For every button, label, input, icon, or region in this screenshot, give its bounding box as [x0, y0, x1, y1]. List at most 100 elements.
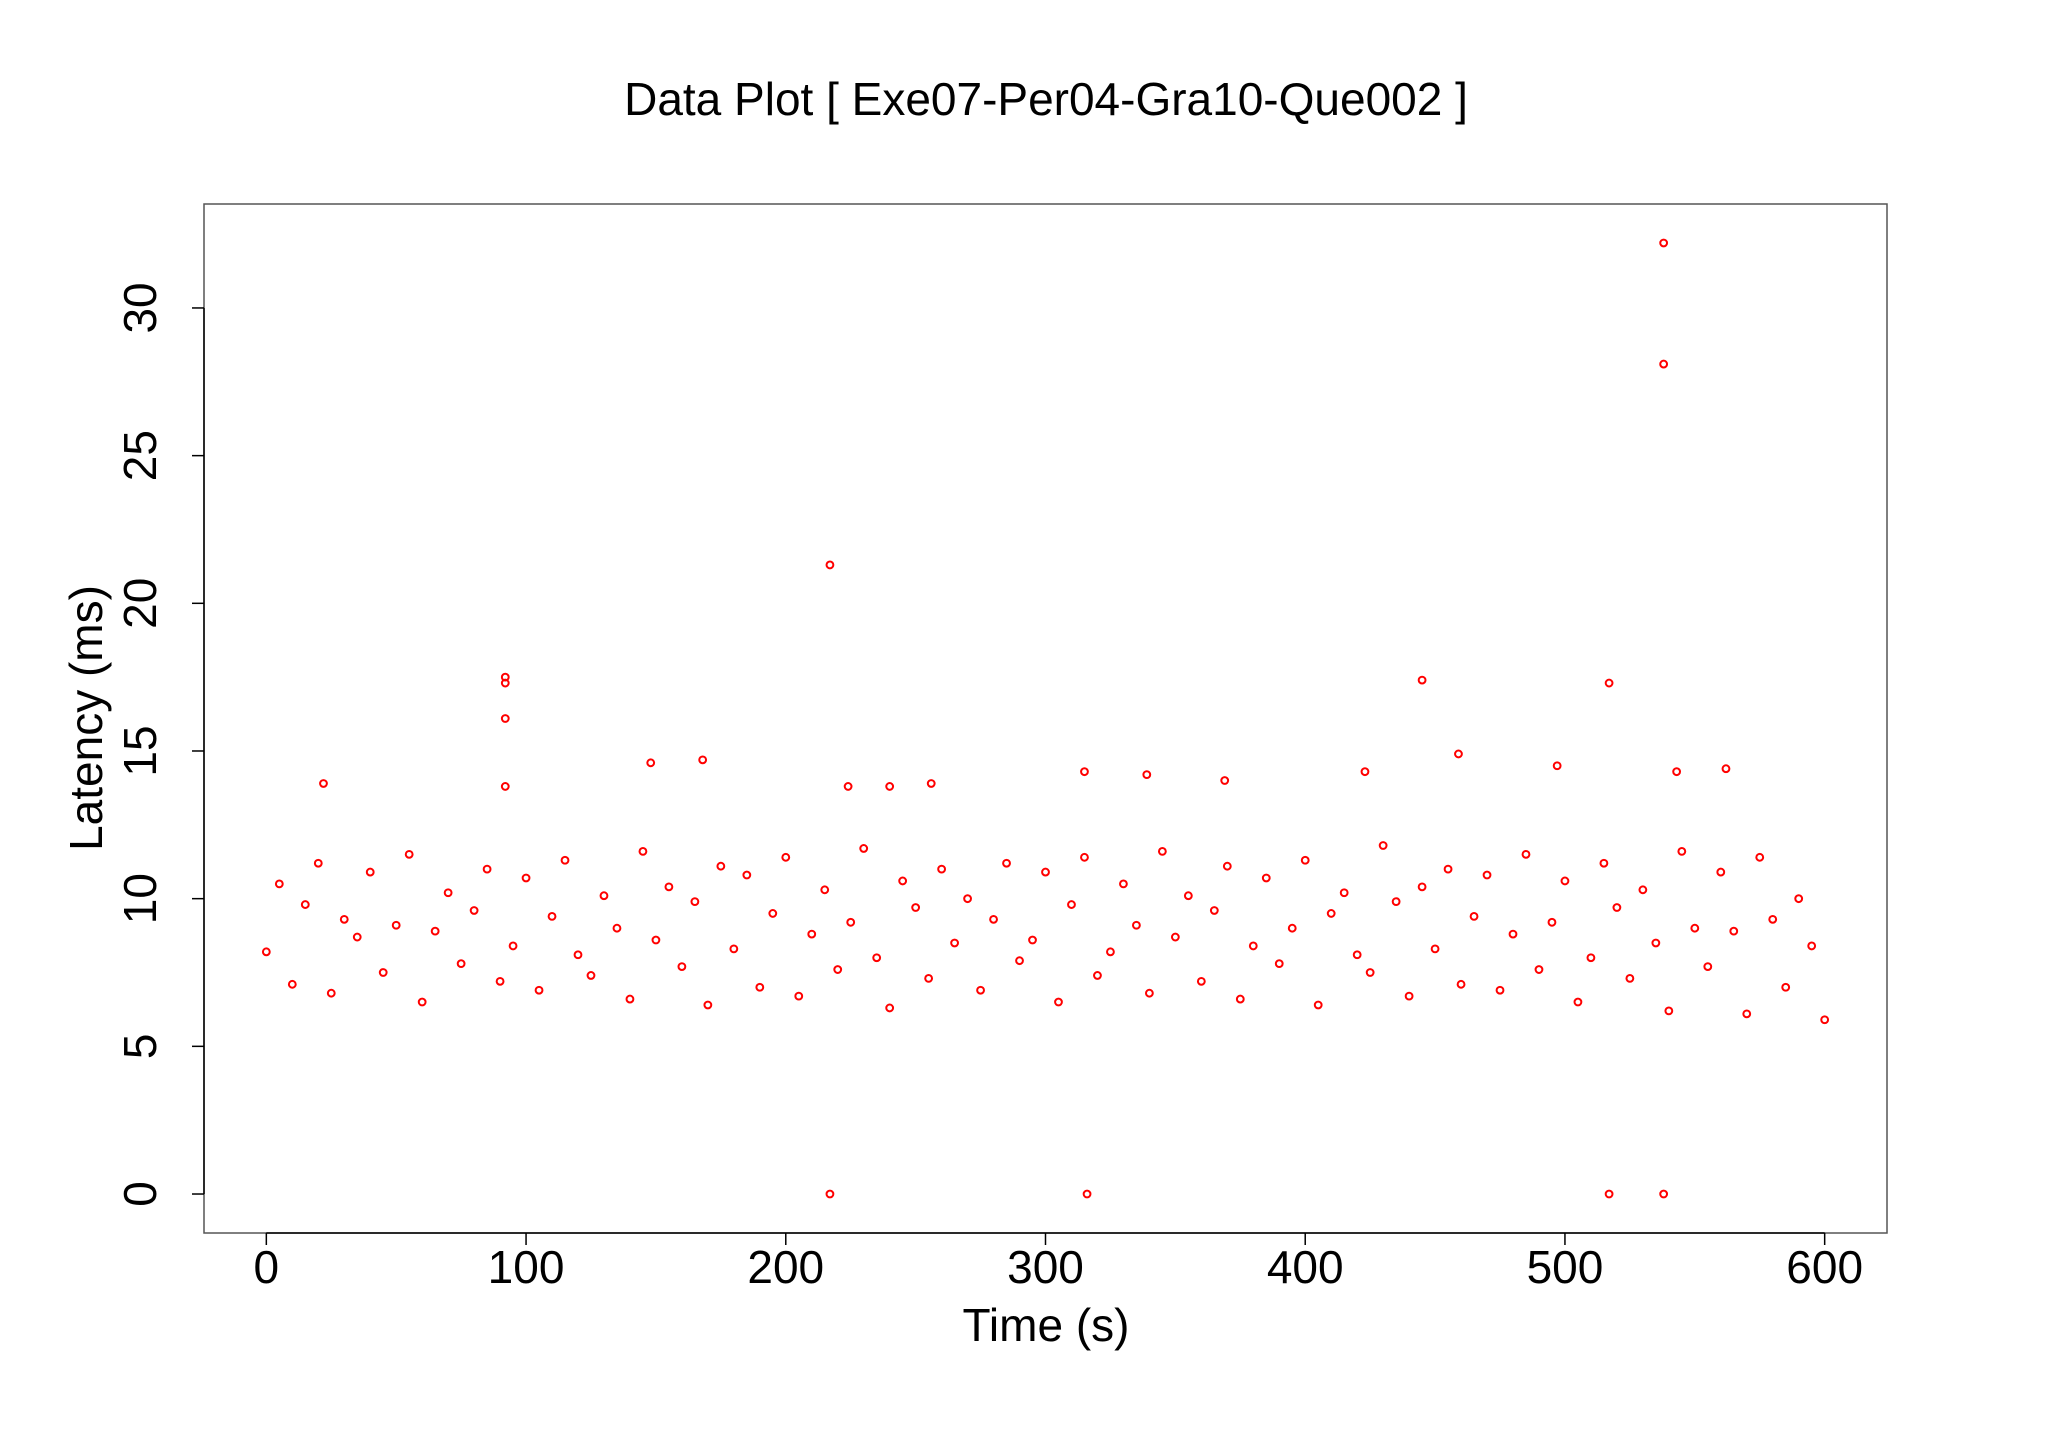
point	[1659, 1189, 1669, 1199]
point	[1170, 932, 1180, 942]
point	[573, 950, 583, 960]
point	[1469, 911, 1479, 921]
point	[1274, 959, 1284, 969]
point	[1456, 979, 1466, 989]
point	[768, 909, 778, 918]
point	[1586, 953, 1596, 963]
point	[1248, 941, 1258, 951]
point	[625, 994, 635, 1004]
y-axis-label: Latency (ms)	[60, 585, 112, 851]
point	[1339, 888, 1349, 898]
point	[698, 755, 708, 765]
point	[417, 997, 427, 1007]
point	[924, 974, 934, 983]
point	[1729, 926, 1739, 936]
point	[1604, 1189, 1614, 1199]
point	[989, 914, 998, 924]
point	[843, 782, 853, 791]
point	[872, 953, 882, 963]
point	[469, 906, 479, 915]
point	[1417, 882, 1427, 892]
point	[950, 938, 959, 948]
point	[1672, 767, 1682, 777]
y-tick-label: 20	[114, 578, 166, 629]
point	[807, 929, 817, 939]
point	[1300, 855, 1310, 865]
point	[1082, 1189, 1092, 1199]
point	[1508, 929, 1518, 939]
y-tick-label: 10	[114, 873, 166, 924]
point	[1196, 976, 1206, 986]
point	[586, 971, 596, 980]
x-tick-label: 100	[488, 1241, 565, 1293]
point	[1482, 870, 1492, 880]
x-axis-label: Time (s)	[963, 1299, 1130, 1351]
point	[716, 861, 726, 871]
y-tick-label: 0	[114, 1181, 166, 1207]
point	[1560, 876, 1570, 886]
point	[646, 758, 656, 768]
point	[1183, 891, 1193, 901]
point	[1677, 847, 1687, 856]
x-tick-label: 600	[1786, 1241, 1863, 1293]
point	[1820, 1015, 1830, 1025]
point	[339, 914, 349, 924]
point	[898, 876, 908, 886]
point	[1430, 944, 1440, 954]
point	[755, 982, 765, 992]
point	[287, 979, 297, 989]
point	[326, 988, 336, 998]
point	[404, 849, 414, 859]
point	[926, 779, 936, 788]
x-tick-label: 500	[1527, 1241, 1604, 1293]
point	[825, 560, 835, 570]
point	[430, 926, 440, 936]
point	[1454, 749, 1463, 759]
point	[1495, 985, 1505, 995]
point	[846, 917, 856, 927]
point	[742, 870, 752, 880]
point	[1794, 894, 1804, 904]
point	[1220, 776, 1230, 785]
point	[1352, 950, 1362, 960]
point	[1716, 867, 1726, 877]
point	[729, 944, 739, 954]
point	[885, 782, 895, 791]
point	[1093, 971, 1102, 980]
point	[1612, 903, 1622, 912]
x-tick-label: 200	[747, 1241, 824, 1293]
x-tick-label: 300	[1007, 1241, 1084, 1293]
point	[1659, 359, 1669, 369]
point	[378, 968, 388, 977]
point	[456, 959, 466, 969]
point	[560, 855, 570, 865]
point	[313, 858, 323, 868]
chart-title: Data Plot [ Exe07-Per04-Gra10-Que002 ]	[624, 73, 1468, 125]
point	[1235, 994, 1245, 1004]
point	[274, 879, 284, 889]
point	[1119, 879, 1128, 889]
point	[300, 900, 310, 909]
point	[638, 847, 648, 856]
point	[1651, 938, 1661, 948]
point	[1054, 997, 1063, 1007]
point	[1534, 965, 1544, 974]
point	[651, 935, 661, 945]
point	[1067, 900, 1076, 909]
point	[885, 1003, 895, 1013]
point	[1360, 767, 1370, 777]
point	[1404, 991, 1414, 1001]
point	[1573, 997, 1583, 1007]
point	[1552, 761, 1562, 771]
point	[391, 920, 401, 930]
point	[1521, 849, 1531, 859]
point	[1599, 858, 1609, 868]
point	[963, 894, 972, 904]
point	[261, 947, 271, 957]
point	[1755, 852, 1765, 862]
point	[1080, 767, 1089, 777]
point	[1080, 852, 1089, 862]
point	[911, 903, 921, 912]
point	[820, 885, 830, 895]
